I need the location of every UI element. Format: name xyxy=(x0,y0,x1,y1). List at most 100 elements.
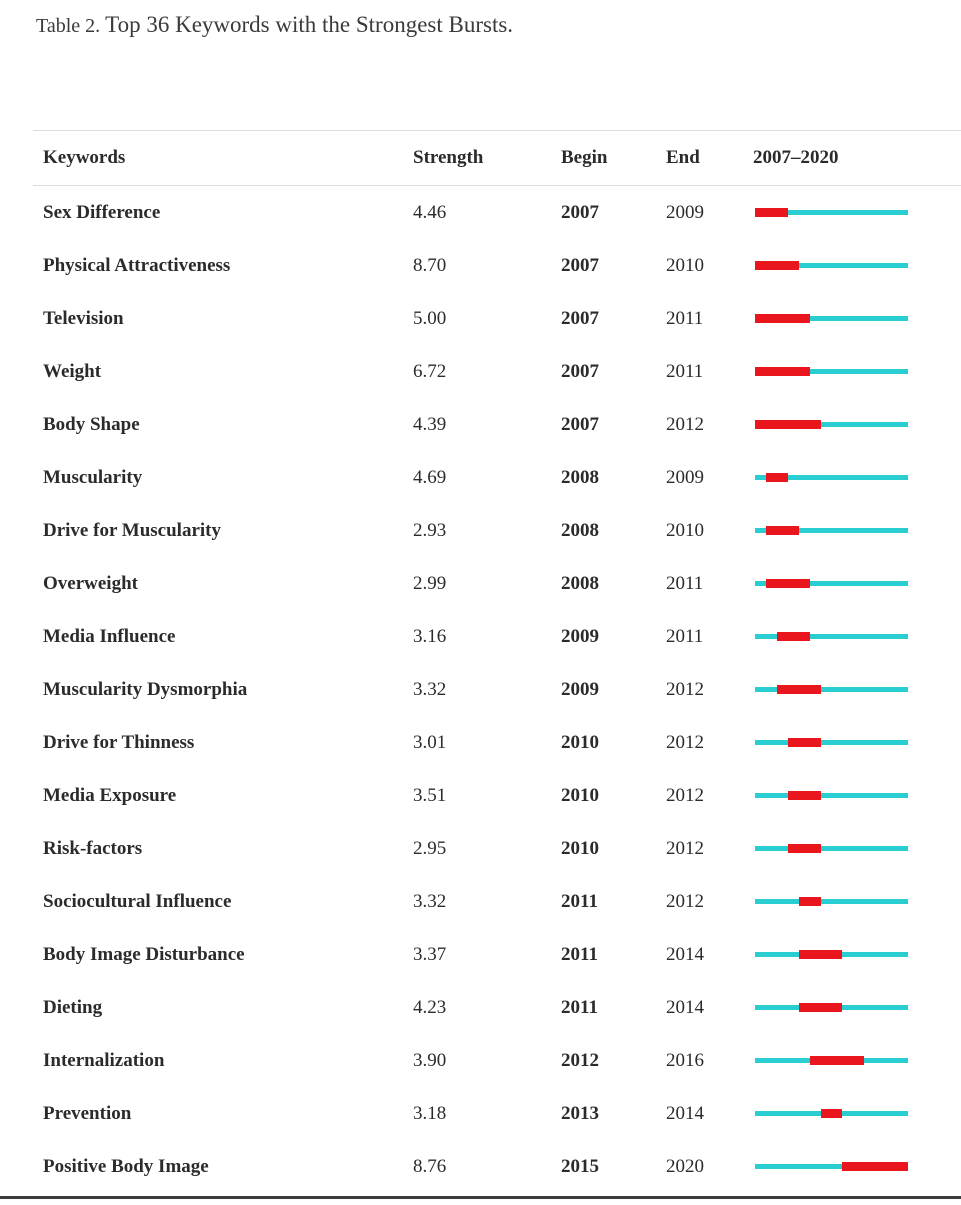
strength-cell: 8.70 xyxy=(413,254,447,276)
begin-cell: 2012 xyxy=(561,1049,599,1071)
burst-timeline-bar xyxy=(755,1002,908,1013)
burst-segment xyxy=(765,526,799,535)
keyword-cell: Weight xyxy=(43,360,102,382)
burst-segment xyxy=(765,473,788,482)
keyword-cell: Muscularity Dysmorphia xyxy=(43,678,248,700)
table-row: Television 5.00 2007 2011 xyxy=(33,292,961,345)
end-cell: 2010 xyxy=(666,254,704,276)
timeline-base-line xyxy=(755,634,908,639)
table-row: Internalization 3.90 2012 2016 xyxy=(33,1034,961,1087)
table-row: Overweight 2.99 2008 2011 xyxy=(33,557,961,610)
strength-cell: 3.16 xyxy=(413,625,447,647)
strength-cell: 4.23 xyxy=(413,996,447,1018)
keyword-cell: Media Exposure xyxy=(43,784,177,806)
begin-cell: 2011 xyxy=(561,890,598,912)
end-cell: 2014 xyxy=(666,1102,704,1124)
keyword-cell: Sociocultural Influence xyxy=(43,890,232,912)
begin-cell: 2007 xyxy=(561,201,599,223)
burst-timeline-bar xyxy=(755,896,908,907)
timeline-base-line xyxy=(755,793,908,798)
burst-segment xyxy=(765,579,810,588)
burst-timeline-bar xyxy=(755,1161,908,1172)
table-row: Sociocultural Influence 3.32 2011 2012 xyxy=(33,875,961,928)
end-cell: 2009 xyxy=(666,201,704,223)
burst-segment xyxy=(776,685,821,694)
table-row: Positive Body Image 8.76 2015 2020 xyxy=(33,1140,961,1193)
strength-cell: 3.01 xyxy=(413,731,447,753)
column-header-begin: Begin xyxy=(561,147,608,168)
burst-timeline-bar xyxy=(755,684,908,695)
end-cell: 2011 xyxy=(666,572,704,594)
burst-timeline-bar xyxy=(755,472,908,483)
burst-timeline-bar xyxy=(755,631,908,642)
timeline-base-line xyxy=(755,740,908,745)
burst-timeline-bar xyxy=(755,578,908,589)
begin-cell: 2009 xyxy=(561,625,599,647)
table-row: Dieting 4.23 2011 2014 xyxy=(33,981,961,1034)
timeline-base-line xyxy=(755,1164,908,1169)
burst-segment xyxy=(755,367,810,376)
keyword-cell: Muscularity xyxy=(43,466,143,488)
end-cell: 2011 xyxy=(666,360,704,382)
timeline-base-line xyxy=(755,528,908,533)
end-cell: 2014 xyxy=(666,996,704,1018)
table-row: Weight 6.72 2007 2011 xyxy=(33,345,961,398)
burst-timeline-bar xyxy=(755,525,908,536)
begin-cell: 2009 xyxy=(561,678,599,700)
burst-segment xyxy=(809,1056,865,1065)
timeline-base-line xyxy=(755,369,908,374)
burst-timeline-bar xyxy=(755,260,908,271)
burst-timeline-bar xyxy=(755,1055,908,1066)
keyword-cell: Drive for Muscularity xyxy=(43,519,221,541)
strength-cell: 3.37 xyxy=(413,943,447,965)
burst-segment xyxy=(798,950,843,959)
keyword-cell: Drive for Thinness xyxy=(43,731,195,753)
strength-cell: 3.90 xyxy=(413,1049,447,1071)
table-row: Prevention 3.18 2013 2014 xyxy=(33,1087,961,1140)
keyword-cell: Dieting xyxy=(43,996,103,1018)
keyword-cell: Media Influence xyxy=(43,625,176,647)
end-cell: 2012 xyxy=(666,678,704,700)
keyword-cell: Television xyxy=(43,307,124,329)
begin-cell: 2008 xyxy=(561,519,599,541)
table-row: Media Influence 3.16 2009 2011 xyxy=(33,610,961,663)
table-caption: Table 2. Top 36 Keywords with the Stronge… xyxy=(36,12,513,38)
table-row: Drive for Thinness 3.01 2010 2012 xyxy=(33,716,961,769)
burst-timeline-bar xyxy=(755,790,908,801)
end-cell: 2012 xyxy=(666,784,704,806)
burst-segment xyxy=(755,261,799,270)
table-row: Risk-factors 2.95 2010 2012 xyxy=(33,822,961,875)
burst-segment xyxy=(787,738,821,747)
end-cell: 2012 xyxy=(666,890,704,912)
end-cell: 2010 xyxy=(666,519,704,541)
begin-cell: 2011 xyxy=(561,943,598,965)
table-row: Muscularity 4.69 2008 2009 xyxy=(33,451,961,504)
strength-cell: 3.32 xyxy=(413,678,447,700)
timeline-base-line xyxy=(755,210,908,215)
timeline-base-line xyxy=(755,899,908,904)
keyword-cell: Physical Attractiveness xyxy=(43,254,231,276)
end-cell: 2011 xyxy=(666,625,704,647)
strength-cell: 3.18 xyxy=(413,1102,447,1124)
end-cell: 2012 xyxy=(666,837,704,859)
burst-segment xyxy=(755,208,788,217)
end-cell: 2011 xyxy=(666,307,704,329)
column-header-timespan: 2007–2020 xyxy=(753,147,839,168)
burst-timeline-bar xyxy=(755,1108,908,1119)
end-cell: 2020 xyxy=(666,1155,704,1177)
strength-cell: 6.72 xyxy=(413,360,447,382)
strength-cell: 8.76 xyxy=(413,1155,447,1177)
begin-cell: 2008 xyxy=(561,466,599,488)
keyword-cell: Internalization xyxy=(43,1049,165,1071)
table-row: Physical Attractiveness 8.70 2007 2010 xyxy=(33,239,961,292)
timeline-base-line xyxy=(755,475,908,480)
table-row: Muscularity Dysmorphia 3.32 2009 2012 xyxy=(33,663,961,716)
timeline-base-line xyxy=(755,422,908,427)
keyword-cell: Body Image Disturbance xyxy=(43,943,245,965)
column-header-strength: Strength xyxy=(413,147,484,168)
burst-segment xyxy=(755,420,821,429)
burst-segment xyxy=(755,314,810,323)
table-caption-number: Table 2. xyxy=(36,15,101,37)
table-row: Sex Difference 4.46 2007 2009 xyxy=(33,186,961,239)
begin-cell: 2013 xyxy=(561,1102,599,1124)
